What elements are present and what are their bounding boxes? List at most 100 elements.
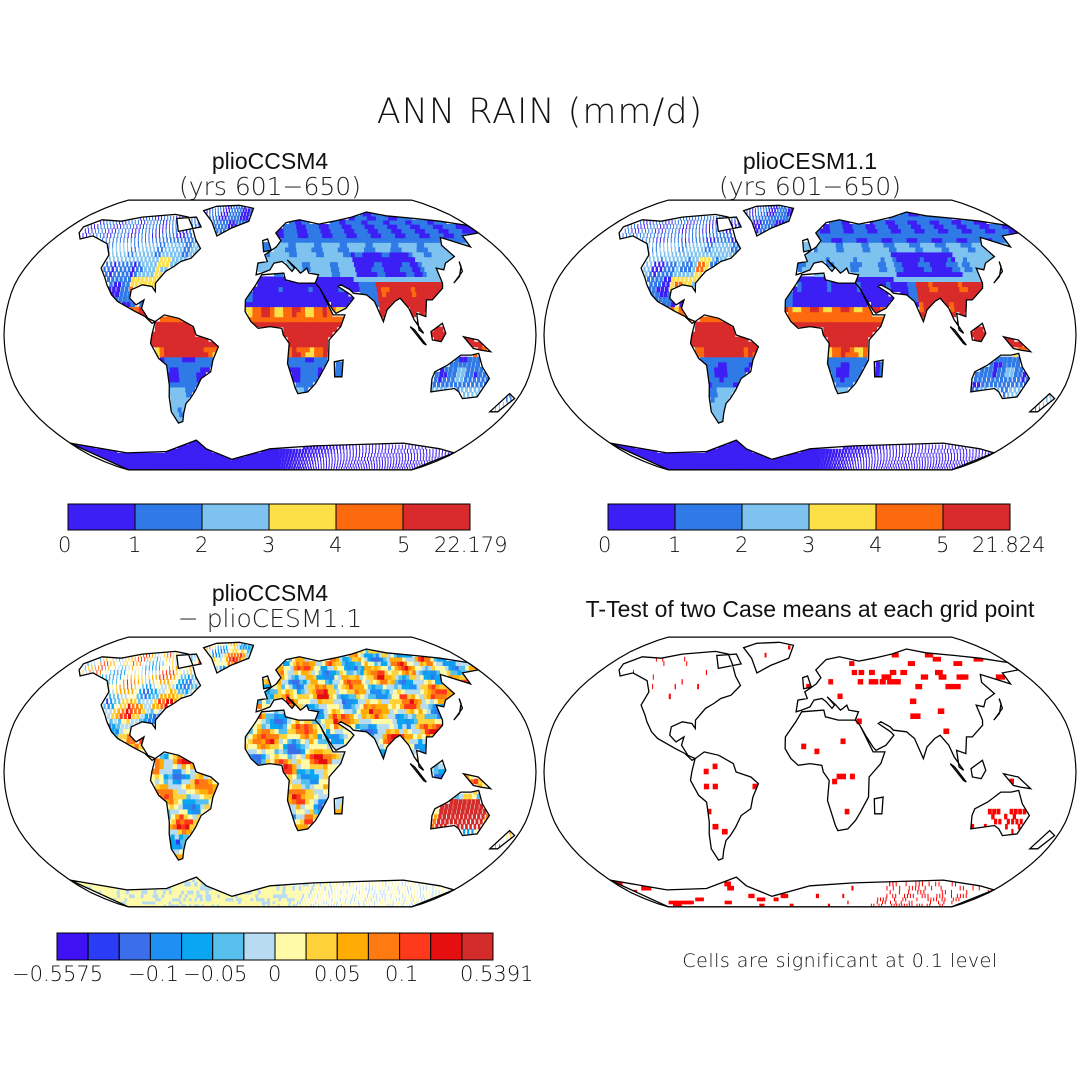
grid-cell	[239, 466, 244, 470]
grid-cell	[219, 219, 222, 225]
grid-cell	[214, 452, 221, 458]
grid-cell	[978, 331, 984, 338]
grid-cell	[846, 242, 852, 248]
grid-cell	[392, 452, 394, 458]
grid-cell	[270, 311, 275, 318]
grid-cell	[288, 242, 294, 248]
grid-cell	[298, 261, 304, 268]
grid-cell	[820, 237, 826, 243]
grid-cell	[684, 276, 688, 282]
grid-cell	[959, 286, 966, 293]
grid-cell	[401, 281, 408, 288]
grid-cell	[896, 232, 904, 239]
grid-cell	[171, 401, 179, 408]
grid-cell	[209, 215, 211, 221]
grid-cell	[912, 286, 919, 293]
grid-cell	[421, 444, 423, 450]
grid-cell	[854, 448, 857, 454]
grid-cell	[799, 466, 804, 470]
grid-cell	[238, 205, 241, 209]
grid-cell	[838, 219, 844, 225]
grid-cell	[827, 301, 833, 308]
grid-cell	[416, 291, 423, 298]
grid-cell	[864, 448, 866, 454]
grid-cell	[705, 366, 711, 373]
grid-cell	[889, 448, 891, 454]
grid-cell	[285, 251, 291, 258]
grid-cell	[105, 228, 106, 234]
grid-cell	[343, 452, 345, 458]
grid-cell	[292, 321, 298, 328]
grid-cell	[782, 466, 787, 470]
grid-cell	[1000, 386, 1004, 393]
grid-cell	[435, 452, 437, 458]
grid-cell	[287, 286, 293, 293]
grid-cell	[424, 276, 432, 282]
grid-cell	[892, 452, 894, 458]
grid-cell	[424, 266, 432, 273]
grid-cell	[194, 444, 201, 450]
grid-cell	[134, 281, 139, 288]
grid-cell	[686, 224, 688, 229]
grid-cell	[845, 224, 851, 229]
grid-cell	[652, 219, 654, 225]
grid-cell	[832, 321, 838, 328]
grid-cell	[736, 376, 743, 383]
grid-cell	[188, 381, 195, 388]
grid-cell	[895, 463, 897, 468]
grid-cell	[794, 452, 799, 458]
grid-cell	[889, 232, 897, 239]
grid-cell	[692, 266, 696, 273]
grid-cell	[867, 237, 873, 243]
grid-cell	[400, 463, 402, 468]
grid-cell	[841, 341, 846, 348]
grid-cell	[814, 311, 820, 318]
grid-cell	[302, 456, 305, 462]
grid-cell	[164, 361, 171, 368]
grid-cell	[280, 463, 284, 468]
grid-cell	[278, 271, 284, 277]
grid-cell	[836, 224, 841, 229]
grid-cell	[844, 381, 849, 388]
grid-cell	[359, 448, 361, 454]
grid-cell	[666, 242, 668, 248]
grid-cell	[331, 301, 337, 308]
grid-cell	[350, 242, 358, 248]
grid-cell	[827, 311, 833, 318]
grid-cell	[150, 336, 156, 343]
grid-cell	[184, 237, 187, 243]
grid-cell	[178, 361, 184, 368]
grid-cell	[103, 266, 106, 273]
grid-cell	[228, 460, 234, 465]
grid-cell	[1011, 381, 1015, 388]
grid-cell	[343, 251, 350, 258]
grid-cell	[280, 466, 283, 470]
grid-cell	[325, 466, 327, 470]
grid-cell	[346, 281, 352, 288]
grid-cell	[773, 205, 775, 209]
grid-cell	[392, 463, 394, 468]
grid-cell	[374, 463, 375, 468]
grid-cell	[312, 463, 314, 468]
grid-cell	[301, 331, 306, 338]
panel-title-ttest: T-Test of two Case means at each grid po…	[585, 596, 1035, 622]
grid-cell	[372, 242, 380, 248]
grid-cell	[699, 242, 702, 248]
grid-cell	[899, 237, 906, 243]
grid-cell	[467, 356, 473, 363]
grid-cell	[335, 301, 341, 308]
grid-cell	[778, 219, 782, 225]
grid-cell	[301, 256, 307, 263]
grid-cell	[948, 266, 955, 273]
grid-cell	[306, 444, 309, 450]
grid-cell	[708, 331, 714, 338]
grid-cell	[292, 224, 298, 229]
grid-cell	[309, 366, 314, 373]
grid-cell	[1038, 401, 1040, 408]
grid-cell	[1046, 396, 1048, 403]
grid-cell	[436, 286, 443, 293]
grid-cell	[290, 232, 296, 239]
grid-cell	[927, 276, 934, 282]
grid-cell	[820, 232, 825, 239]
